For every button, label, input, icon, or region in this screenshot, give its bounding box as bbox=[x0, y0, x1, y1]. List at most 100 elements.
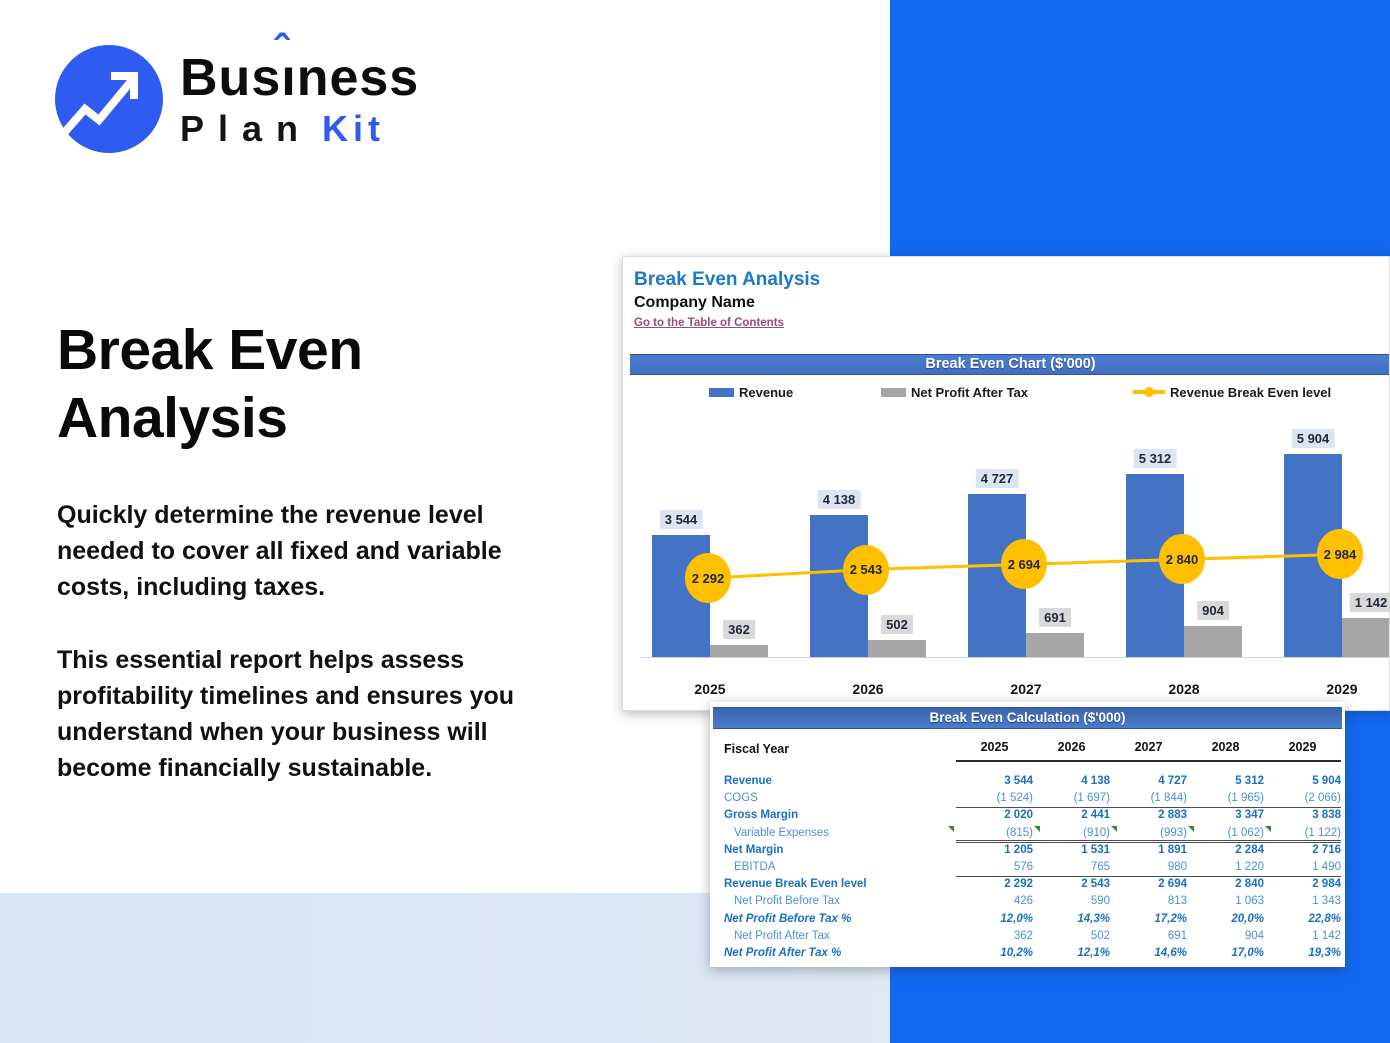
table-cell: 813 bbox=[1167, 895, 1187, 908]
row-label: Revenue bbox=[724, 775, 772, 787]
table-cell: 362 bbox=[1013, 929, 1033, 942]
table-cell: 3 347 bbox=[1235, 809, 1264, 822]
row-label: Variable Expenses bbox=[734, 826, 830, 839]
cell-flag-icon bbox=[948, 825, 954, 832]
break-even-marker: 2 694 bbox=[1001, 539, 1047, 590]
legend-break-even: Revenue Break Even level bbox=[1133, 385, 1331, 400]
legend-net-profit: Net Profit After Tax bbox=[881, 385, 1028, 400]
x-axis bbox=[641, 657, 1389, 658]
year-tick: 2028 bbox=[1168, 681, 1200, 697]
page-title: Break Even Analysis bbox=[57, 318, 363, 451]
table-cell: 2 984 bbox=[1312, 878, 1341, 891]
legend-revenue: Revenue bbox=[709, 385, 793, 400]
company-name: Company Name bbox=[634, 294, 755, 311]
year-header: 2028 bbox=[1211, 740, 1240, 754]
break-even-table-panel: Break Even Calculation ($'000) Fiscal Ye… bbox=[710, 702, 1345, 967]
break-even-marker: 2 292 bbox=[685, 553, 731, 604]
table-cell: 17,2% bbox=[1154, 912, 1187, 925]
net-profit-value-label: 1 142 bbox=[1349, 592, 1389, 612]
table-cell: 2 840 bbox=[1235, 878, 1264, 891]
table-cell: (993) bbox=[1110, 825, 1194, 840]
table-cell: 1 220 bbox=[1235, 860, 1264, 873]
revenue-value-label: 4 138 bbox=[817, 489, 861, 509]
break-even-marker: 2 984 bbox=[1317, 529, 1363, 580]
year-tick: 2029 bbox=[1326, 681, 1358, 697]
table-cell: 2 694 bbox=[1158, 878, 1187, 891]
net-profit-value-label: 691 bbox=[1039, 608, 1071, 628]
brand-line1: Busı ˆ ness bbox=[180, 26, 420, 107]
net-profit-bar bbox=[1026, 633, 1084, 657]
cell-flag-icon bbox=[1265, 825, 1271, 832]
table-row: Gross Margin 2 020 2 441 2 883 3 347 3 838 bbox=[710, 808, 1345, 825]
table-cell: 2 883 bbox=[1158, 809, 1187, 822]
revenue-value-label: 5 904 bbox=[1291, 429, 1335, 448]
table-cell: 502 bbox=[1090, 929, 1110, 942]
table-header-bar: Break Even Calculation ($'000) bbox=[713, 707, 1342, 729]
year-header: 2027 bbox=[1134, 740, 1163, 754]
table-cell: 1 142 bbox=[1312, 929, 1341, 942]
break-even-line-swatch bbox=[1133, 386, 1165, 397]
net-profit-value-label: 362 bbox=[723, 619, 755, 639]
year-tick: 2026 bbox=[852, 681, 884, 697]
table-cell: 3 838 bbox=[1312, 809, 1341, 822]
table-cell: 691 bbox=[1167, 929, 1187, 942]
table-cell: (815) bbox=[956, 825, 1040, 840]
year-header: 2026 bbox=[1057, 740, 1086, 754]
table-cell: 2 020 bbox=[1004, 809, 1033, 822]
year-header: 2025 bbox=[980, 740, 1009, 754]
hero-paragraph-2: This essential report helps assess profi… bbox=[57, 645, 515, 783]
table-cell: 2 284 bbox=[1235, 843, 1264, 856]
brand-line2: Plan Kit bbox=[180, 108, 386, 149]
report-title: Break Even Analysis bbox=[634, 269, 821, 290]
net-profit-bar bbox=[1184, 625, 1242, 657]
net-profit-bar bbox=[1342, 617, 1389, 657]
table-cell: 904 bbox=[1244, 929, 1264, 942]
table-cell: 590 bbox=[1090, 895, 1110, 908]
brand-logo bbox=[53, 45, 163, 153]
table-cell: 1 063 bbox=[1235, 895, 1264, 908]
table-cell: (1 524) bbox=[996, 792, 1033, 805]
table-row: Revenue 3 544 4 138 4 727 5 312 5 904 bbox=[710, 774, 1345, 791]
year-header: 2029 bbox=[1288, 740, 1317, 754]
table-cell: 12,0% bbox=[1000, 912, 1033, 925]
brand-wordmark: Busı ˆ ness Plan Kit bbox=[180, 26, 600, 149]
table-row: Variable Expenses (815) (910) (993) (1 062)… bbox=[710, 825, 1345, 843]
cell-flag-icon bbox=[1111, 825, 1117, 832]
row-label: Net Profit Before Tax bbox=[734, 895, 840, 908]
table-cell: (2 066) bbox=[1304, 792, 1341, 805]
table-cell: 2 716 bbox=[1312, 843, 1341, 856]
table-cell: (1 965) bbox=[1227, 792, 1264, 805]
net-profit-bar bbox=[710, 644, 768, 657]
row-label: Net Profit After Tax % bbox=[724, 946, 842, 959]
table-cell: 5 312 bbox=[1235, 775, 1264, 787]
brand-i-hat: ˆ bbox=[274, 26, 290, 75]
fiscal-year-values: 2025 2026 2027 2028 2029 bbox=[956, 740, 1341, 762]
table-cell: 1 531 bbox=[1081, 843, 1110, 856]
table-row: COGS (1 524) (1 697) (1 844) (1 965) (2 066) bbox=[710, 791, 1345, 809]
net-profit-value-label: 502 bbox=[881, 614, 913, 634]
break-even-marker: 2 840 bbox=[1159, 534, 1205, 585]
table-cell: 2 441 bbox=[1081, 809, 1110, 822]
table-of-contents-link[interactable]: Go to the Table of Contents bbox=[634, 317, 784, 329]
cell-flag-icon bbox=[1188, 825, 1194, 832]
row-label: Revenue Break Even level bbox=[724, 878, 867, 891]
row-label: COGS bbox=[724, 792, 758, 805]
chart-header-bar: Break Even Chart ($'000) bbox=[630, 354, 1389, 375]
table-row: Net Profit After Tax % 10,2% 12,1% 14,6% 17… bbox=[710, 946, 1345, 963]
revenue-value-label: 5 312 bbox=[1133, 449, 1177, 469]
table-cell: 14,3% bbox=[1077, 912, 1110, 925]
table-row: Revenue Break Even level 2 292 2 543 2 694… bbox=[710, 877, 1345, 894]
break-even-chart-panel: Break Even Analysis Company Name Go to t… bbox=[622, 256, 1390, 711]
table-cell: 12,1% bbox=[1077, 946, 1110, 959]
table-cell: 20,0% bbox=[1231, 912, 1264, 925]
table-cell: 3 544 bbox=[1004, 775, 1033, 787]
cell-flag-icon bbox=[1034, 825, 1040, 832]
hero-section: Break Even Analysis Quickly determine the… bbox=[57, 316, 569, 787]
table-cell: (910) bbox=[1033, 825, 1117, 840]
table-rows: Revenue 3 544 4 138 4 727 5 312 5 904 COGS (… bbox=[710, 774, 1345, 963]
table-cell: 2 292 bbox=[1004, 878, 1033, 891]
revenue-swatch bbox=[709, 387, 734, 397]
table-cell: 1 343 bbox=[1312, 895, 1341, 908]
table-row: EBITDA 576 765 980 1 220 1 490 bbox=[710, 860, 1345, 878]
